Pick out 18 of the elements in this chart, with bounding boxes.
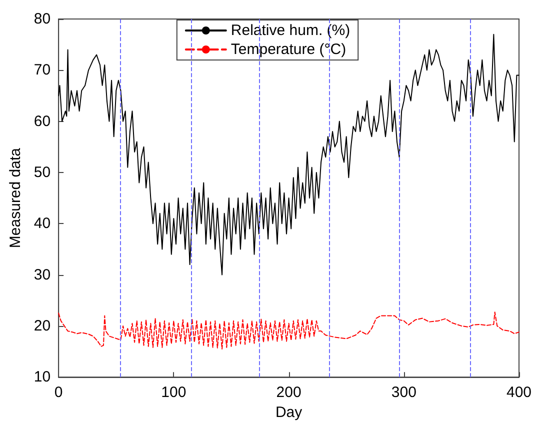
y-tick-label: 20 [34,317,51,334]
y-tick-label: 10 [34,368,51,386]
x-tick-label: 400 [506,384,532,402]
y-tick-label: 30 [34,266,51,284]
y-tick-label: 80 [34,10,51,28]
y-tick-label: 50 [34,164,51,181]
legend-label: Relative hum. (%) [230,22,350,39]
y-tick-label: 70 [34,62,51,79]
y-tick-label: 40 [34,215,51,232]
x-tick-label: 200 [276,384,302,402]
x-tick-label: 0 [54,384,63,402]
y-axis-title: Measured data [7,147,24,248]
line-series [58,312,520,350]
x-axis-title: Day [275,404,303,421]
x-tick-label: 100 [161,384,186,402]
y-tick-label: 60 [34,112,51,130]
legend-label: Temperature (°C) [230,41,346,58]
x-tick-label: 300 [391,384,416,402]
